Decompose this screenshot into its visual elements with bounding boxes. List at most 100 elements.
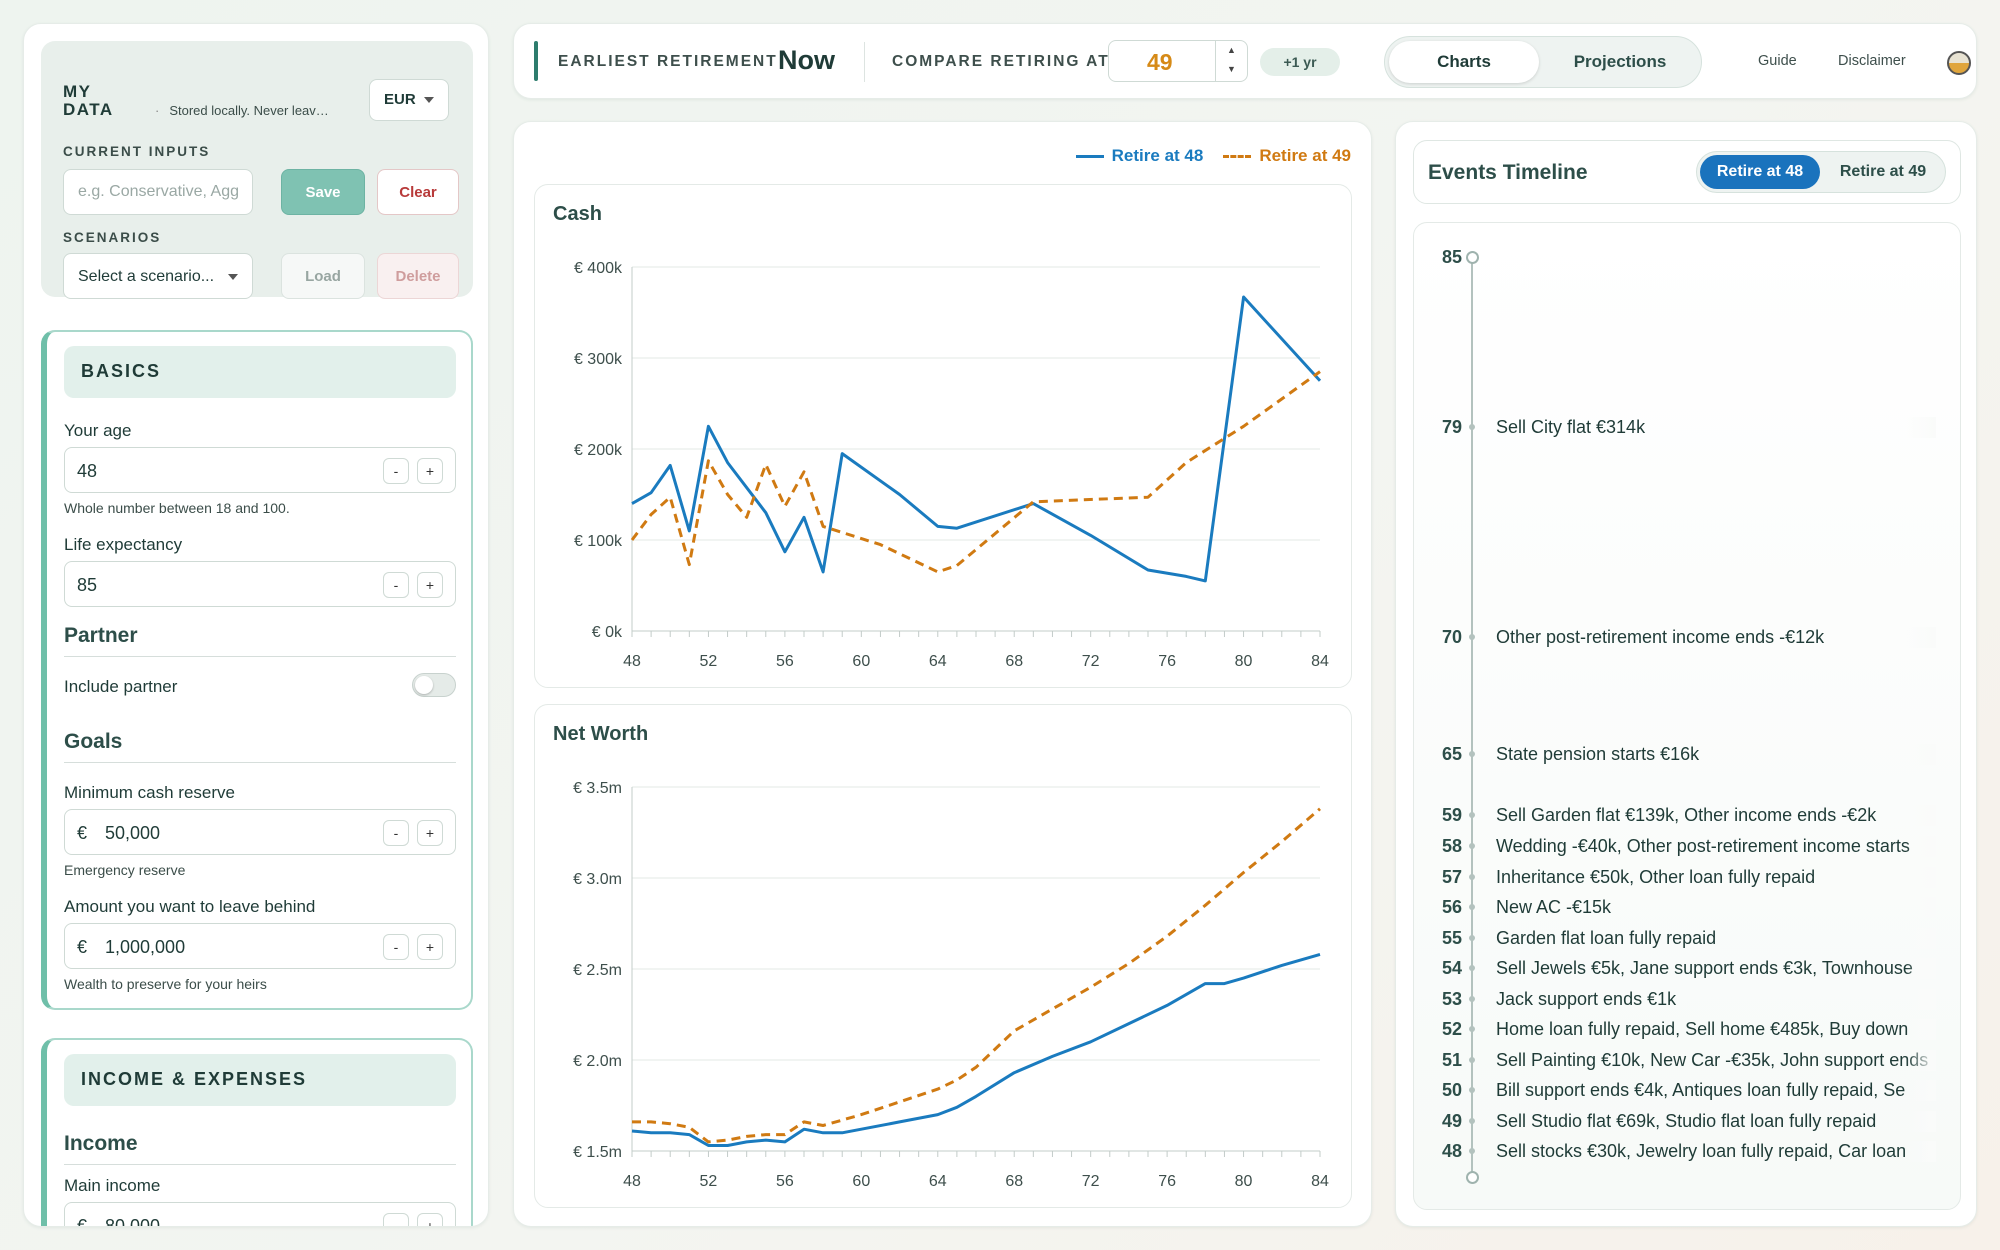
text-fade: [1906, 744, 1936, 765]
age-increment-button[interactable]: +: [417, 458, 443, 484]
timeline-age: 49: [1441, 1111, 1462, 1131]
series-line-48[interactable]: [631, 952, 1321, 1147]
legend-item-49[interactable]: Retire at 49: [1223, 146, 1351, 166]
tab-retire-48[interactable]: Retire at 48: [1700, 155, 1820, 189]
spin-up-icon[interactable]: ▲: [1227, 45, 1236, 55]
timeline-age: 85: [1441, 247, 1462, 267]
min-cash-field[interactable]: € 50,000 - +: [64, 809, 456, 855]
timeline-axis: [1471, 257, 1473, 1177]
tab-retire-49[interactable]: Retire at 49: [1839, 163, 1927, 180]
age-decrement-button[interactable]: -: [383, 458, 409, 484]
min-cash-decrement-button[interactable]: -: [383, 820, 409, 846]
timeline-tick: [1469, 996, 1475, 1002]
timeline-event[interactable]: Bill support ends €4k, Antiques loan ful…: [1496, 1080, 1936, 1101]
series-line-49[interactable]: [630, 370, 1321, 574]
text-fade: [1906, 897, 1936, 918]
age-field[interactable]: 48 - +: [64, 447, 456, 493]
y-tick-label: € 0k: [592, 624, 623, 641]
y-tick-label: € 3.0m: [573, 871, 622, 888]
timeline-age: 70: [1441, 627, 1462, 647]
min-cash-increment-button[interactable]: +: [417, 820, 443, 846]
disclaimer-link[interactable]: Disclaimer: [1838, 53, 1906, 69]
text-fade: [1906, 1050, 1936, 1071]
timeline-event[interactable]: Inheritance €50k, Other loan fully repai…: [1496, 867, 1936, 888]
timeline-event[interactable]: New AC -€15k: [1496, 897, 1936, 918]
tab-projections[interactable]: Projections: [1573, 52, 1667, 71]
life-decrement-button[interactable]: -: [383, 572, 409, 598]
y-tick-label: € 1.5m: [573, 1144, 622, 1161]
series-line-48[interactable]: [631, 295, 1322, 583]
timeline-event[interactable]: Wedding -€40k, Other post-retirement inc…: [1496, 836, 1936, 857]
compare-age-input[interactable]: 49 ▲ ▼: [1108, 40, 1248, 82]
text-fade: [1906, 989, 1936, 1010]
net-worth-chart: Net Worth € 1.5m € 2.0m € 2.5m € 3.0m € 3.5m…: [534, 704, 1352, 1208]
timeline-event[interactable]: State pension starts €16k: [1496, 744, 1936, 765]
load-button[interactable]: Load: [281, 253, 365, 299]
timeline-tick: [1469, 1026, 1475, 1032]
timeline-age: 48: [1441, 1141, 1462, 1161]
y-tick-label: € 400k: [574, 260, 623, 277]
theme-toggle-icon[interactable]: [1947, 51, 1971, 75]
x-tick-label: 48: [623, 1173, 641, 1190]
x-tick-label: 80: [1235, 653, 1253, 670]
age-label: Your age: [64, 421, 132, 440]
leave-behind-field[interactable]: € 1,000,000 - +: [64, 923, 456, 969]
plus-one-year-button[interactable]: +1 yr: [1260, 48, 1340, 76]
tab-charts[interactable]: Charts: [1389, 41, 1539, 83]
text-fade: [1906, 1080, 1936, 1101]
timeline-event[interactable]: Sell Jewels €5k, Jane support ends €3k, …: [1496, 958, 1936, 979]
timeline-age: 52: [1441, 1019, 1462, 1039]
compare-age-spinner[interactable]: ▲ ▼: [1215, 41, 1247, 81]
compare-retiring-label: COMPARE RETIRING AT: [892, 53, 1110, 70]
save-button[interactable]: Save: [281, 169, 365, 215]
leave-increment-button[interactable]: +: [417, 934, 443, 960]
legend-item-48[interactable]: Retire at 48: [1075, 146, 1203, 166]
timeline-event[interactable]: Garden flat loan fully repaid: [1496, 928, 1936, 949]
cash-chart-title: Cash: [553, 203, 602, 225]
min-cash-label: Minimum cash reserve: [64, 783, 235, 802]
timeline-event[interactable]: Sell Garden flat €139k, Other income end…: [1496, 805, 1936, 826]
text-fade: [1906, 417, 1936, 438]
storage-note: Stored locally. Never leaves your device…: [155, 103, 335, 118]
leave-behind-value: 1,000,000: [105, 937, 186, 957]
scenario-select[interactable]: Select a scenario...: [63, 253, 253, 299]
life-expectancy-field[interactable]: 85 - +: [64, 561, 456, 607]
basics-heading: BASICS: [64, 346, 456, 398]
y-tick-label: € 200k: [574, 442, 623, 459]
timeline-tick: [1469, 812, 1475, 818]
series-line-49[interactable]: [632, 807, 1321, 1144]
timeline-event[interactable]: Jack support ends €1k: [1496, 989, 1936, 1010]
leave-decrement-button[interactable]: -: [383, 934, 409, 960]
timeline-event[interactable]: Home loan fully repaid, Sell home €485k,…: [1496, 1019, 1936, 1040]
scenario-select-value: Select a scenario...: [78, 268, 215, 285]
timeline-tick: [1469, 965, 1475, 971]
life-increment-button[interactable]: +: [417, 572, 443, 598]
text-fade: [1906, 1141, 1936, 1162]
legend-swatch-49: [1223, 154, 1252, 158]
spin-down-icon[interactable]: ▼: [1227, 64, 1236, 74]
include-partner-toggle[interactable]: [412, 673, 456, 697]
income-decrement-button[interactable]: -: [383, 1213, 409, 1226]
timeline-event[interactable]: Sell Painting €10k, New Car -€35k, John …: [1496, 1050, 1936, 1071]
divider: [864, 42, 865, 82]
main-income-field[interactable]: € 80,000 - +: [64, 1202, 456, 1226]
clear-button[interactable]: Clear: [377, 169, 459, 215]
income-expenses-heading: INCOME & EXPENSES: [64, 1054, 456, 1106]
y-tick-label: € 100k: [574, 533, 623, 550]
income-increment-button[interactable]: +: [417, 1213, 443, 1226]
life-expectancy-value: 85: [77, 575, 98, 595]
timeline-event[interactable]: Sell Studio flat €69k, Studio flat loan …: [1496, 1111, 1936, 1132]
timeline-tick: [1469, 1087, 1475, 1093]
delete-button[interactable]: Delete: [377, 253, 459, 299]
timeline-event[interactable]: Other post-retirement income ends -€12k: [1496, 627, 1936, 648]
timeline-event[interactable]: Sell stocks €30k, Jewelry loan fully rep…: [1496, 1141, 1936, 1162]
charts-panel: Retire at 48 Retire at 49 Cash € 0k € 100…: [513, 121, 1372, 1227]
currency-select[interactable]: EUR: [369, 79, 449, 121]
scenario-name-input[interactable]: [63, 169, 253, 215]
guide-link[interactable]: Guide: [1758, 53, 1797, 69]
age-value: 48: [77, 461, 98, 481]
timeline-tabs: Retire at 48 Retire at 49: [1696, 151, 1946, 193]
timeline-age: 53: [1441, 989, 1462, 1009]
x-tick-label: 76: [1158, 1173, 1176, 1190]
timeline-event[interactable]: Sell City flat €314k: [1496, 417, 1936, 438]
